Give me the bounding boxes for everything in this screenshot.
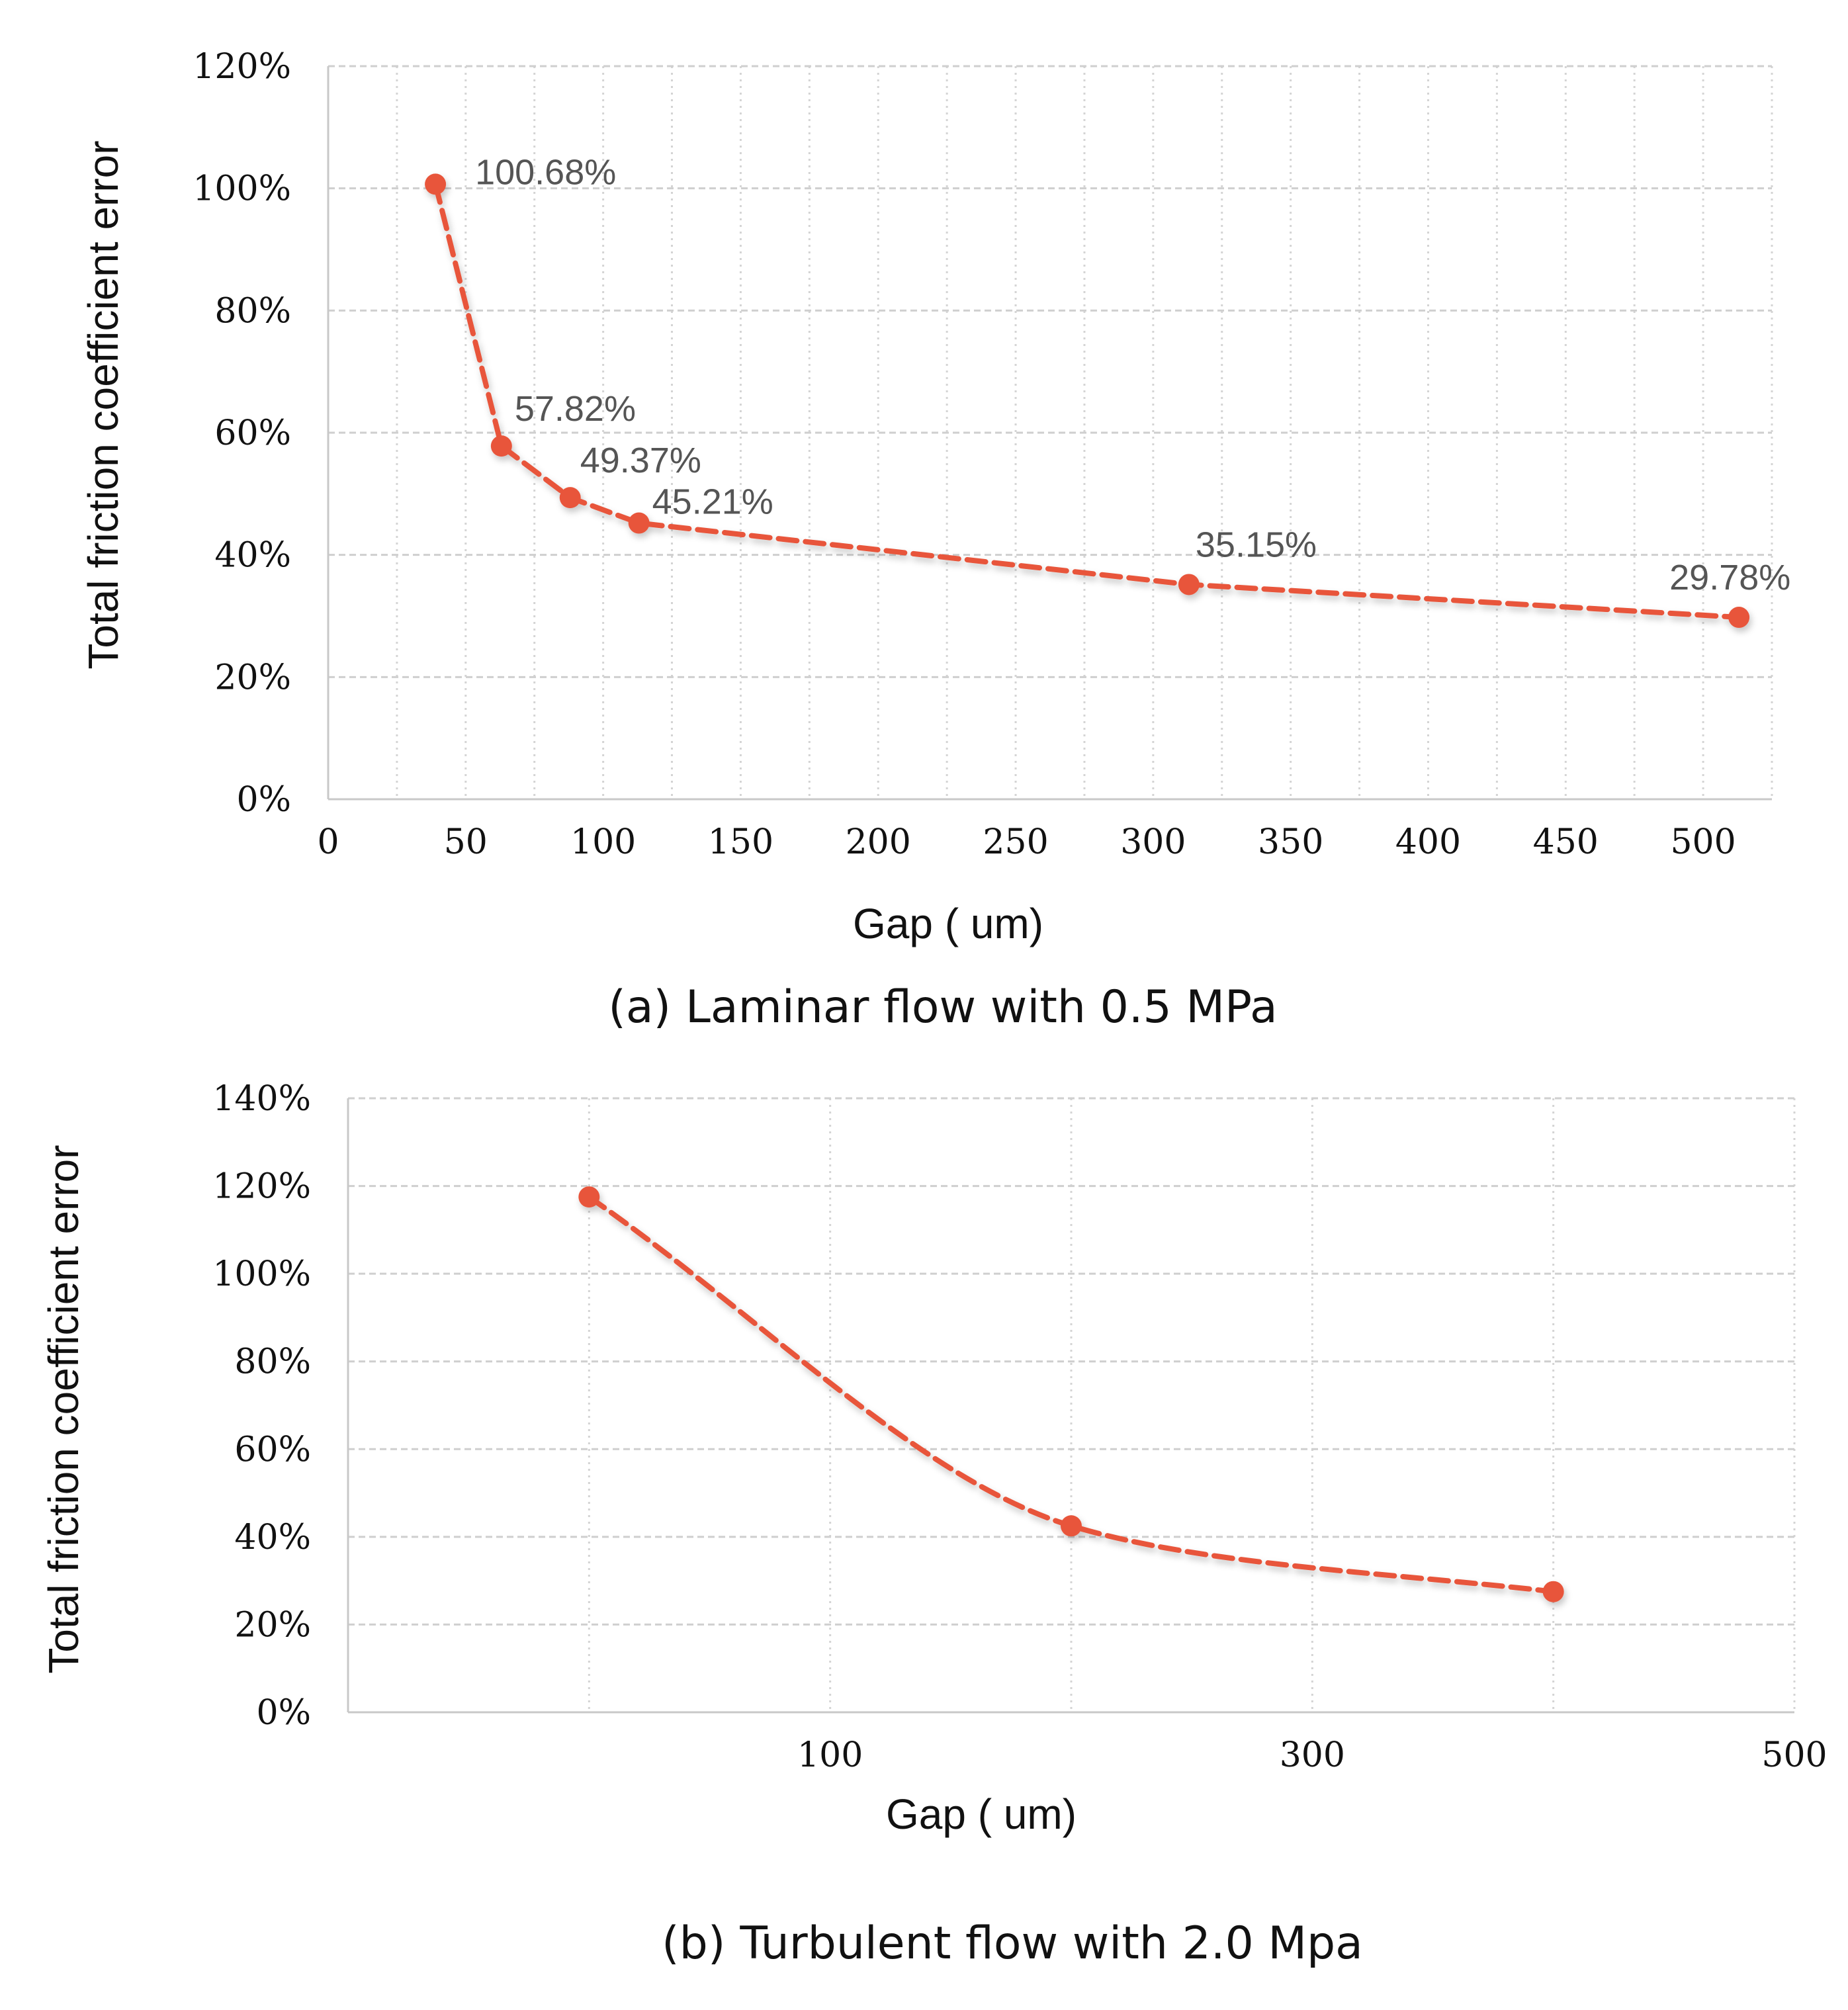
chart-a-data-labels: 100.68% 57.82% 49.37%45.21% 35.15% 29.78% (475, 152, 1790, 597)
chart-a-x-tick-label: 0 (317, 822, 339, 862)
chart-a-y-ticks: 0% 20% 40% 60% 80% 100% 120% (193, 47, 291, 820)
chart-b-grid (347, 1097, 1796, 1714)
chart-a-x-tick-label: 400 (1395, 822, 1461, 862)
chart-b-y-tick-label: 80% (234, 1342, 311, 1382)
chart-b-y-axis-title: Total friction coefficient error (40, 1145, 87, 1673)
chart-a-data-label: 29.78% (1669, 558, 1790, 597)
chart-a-y-tick-label: 120% (193, 47, 291, 87)
chart-b-caption: (b) Turbulent flow with 2.0 Mpa (662, 1917, 1363, 1970)
chart-b-series (578, 1186, 1564, 1602)
chart-a-data-label: 45.21% (652, 482, 773, 522)
chart-b-x-axis-title: Gap ( um) (886, 1790, 1077, 1838)
chart-a-x-axis-title: Gap ( um) (853, 900, 1043, 947)
chart-a-data-label: 100.68% (475, 152, 616, 192)
chart-a-x-tick-label: 500 (1670, 822, 1736, 862)
chart-b-y-tick-label: 60% (234, 1430, 311, 1469)
chart-b-data-point (1061, 1515, 1082, 1537)
chart-b: 0% 20% 40% 60% 80% 100% 120% 140% 100 300 500 Tot… (40, 1079, 1827, 1970)
chart-a-grid (327, 65, 1773, 801)
chart-b-caption-text: Turbulent flow with 2.0 Mpa (739, 1917, 1362, 1970)
chart-a-data-label: 57.82% (515, 389, 636, 429)
chart-a-data-point (1178, 574, 1200, 595)
chart-a-data-label: 49.37% (580, 441, 701, 480)
chart-a-x-tick-label: 350 (1258, 822, 1323, 862)
chart-b-y-tick-label: 100% (212, 1254, 311, 1294)
chart-a-x-tick-label: 300 (1120, 822, 1186, 862)
chart-a-caption: (a) Laminar flow with 0.5 MPa (608, 981, 1277, 1033)
chart-a-y-tick-label: 20% (214, 658, 291, 697)
chart-b-y-tick-label: 0% (257, 1693, 312, 1733)
chart-a-y-tick-label: 40% (214, 536, 291, 576)
chart-a-x-tick-label: 150 (708, 822, 773, 862)
chart-a-caption-text: Laminar flow with 0.5 MPa (685, 981, 1278, 1033)
chart-a-series-line (433, 181, 1742, 621)
chart-a-x-ticks: 0 50 100 150 200 250 300 350 400 450 500 (317, 822, 1736, 862)
chart-b-y-tick-label: 20% (234, 1605, 311, 1645)
chart-a-y-tick-label: 100% (193, 169, 291, 209)
chart-a-data-point (559, 487, 581, 509)
chart-a-x-tick-label: 50 (444, 822, 488, 862)
chart-a-y-tick-label: 60% (214, 414, 291, 453)
chart-a-x-tick-label: 250 (983, 822, 1048, 862)
chart-b-y-tick-label: 120% (212, 1167, 311, 1207)
chart-b-y-ticks: 0% 20% 40% 60% 80% 100% 120% 140% (212, 1079, 311, 1733)
chart-a-data-point (628, 512, 650, 534)
chart-b-x-tick-label: 100 (797, 1735, 863, 1775)
chart-a-y-tick-label: 0% (237, 780, 292, 820)
chart-b-y-tick-label: 40% (234, 1518, 311, 1557)
chart-b-x-tick-label: 500 (1761, 1735, 1827, 1775)
chart-b-x-tick-label: 300 (1280, 1735, 1345, 1775)
chart-b-data-point (1542, 1581, 1564, 1602)
chart-b-caption-label: (b) (662, 1917, 725, 1970)
chart-a-data-label: 35.15% (1196, 525, 1317, 564)
chart-a-caption-label: (a) (608, 981, 671, 1033)
chart-a-y-tick-label: 80% (214, 291, 291, 331)
chart-a-data-point (425, 173, 447, 195)
chart-a-series (425, 173, 1750, 629)
chart-a-data-point (1728, 607, 1750, 629)
chart-a-y-axis-title: Total friction coefficient error (79, 140, 127, 669)
chart-a: 0% 20% 40% 60% 80% 100% 120% 0 50 100 150 200 250 30… (79, 47, 1790, 1033)
chart-b-y-tick-label: 140% (212, 1079, 311, 1119)
chart-a-x-tick-label: 200 (846, 822, 911, 862)
chart-b-data-point (578, 1186, 600, 1208)
chart-a-x-tick-label: 100 (570, 822, 636, 862)
chart-a-data-point (490, 435, 512, 457)
chart-a-x-tick-label: 450 (1533, 822, 1599, 862)
chart-b-x-ticks: 100 300 500 (797, 1735, 1827, 1775)
